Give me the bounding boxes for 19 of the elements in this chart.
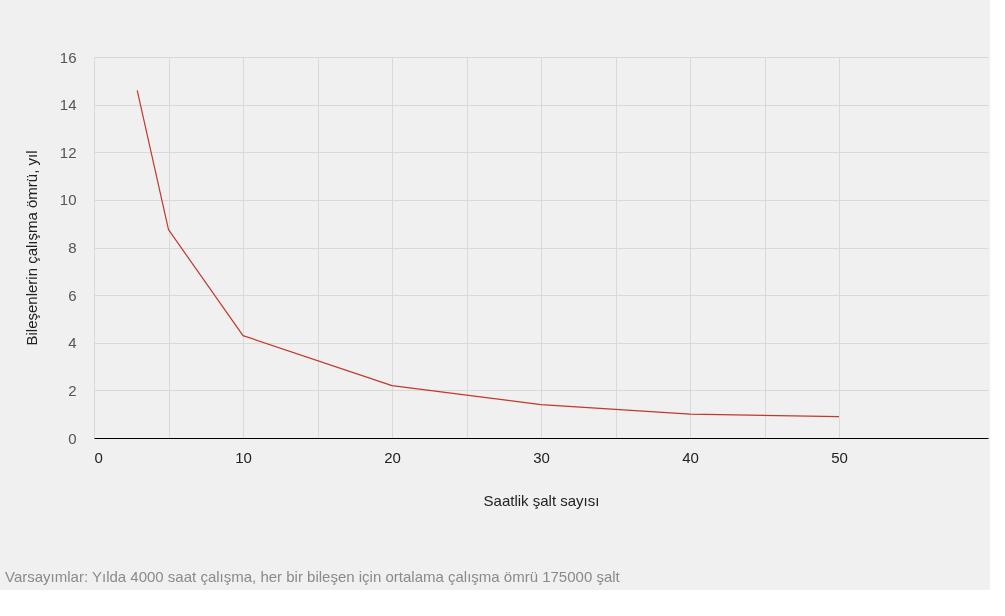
x-axis-title: Saatlik şalt sayısı <box>483 491 600 509</box>
x-tick-label: 50 <box>831 448 848 466</box>
y-tick-label: 16 <box>59 48 77 66</box>
x-tick-label: 10 <box>235 448 252 466</box>
x-tick-label: 30 <box>533 448 550 466</box>
text: Varsayımlar: Yılda 4000 saat çalışma, her bir bileşen için ortalama çalışma ömrü 175000 şalt <box>5 568 621 585</box>
y-tick-label: 2 <box>68 381 77 399</box>
y-tick-label: 0 <box>68 429 77 447</box>
line-series <box>136 89 840 418</box>
y-tick-label: 14 <box>59 96 77 114</box>
y-tick-label: 6 <box>68 286 77 304</box>
y-tick-label: 12 <box>59 143 77 161</box>
x-tick-label: 40 <box>682 448 699 466</box>
x-tick-label: 20 <box>384 448 401 466</box>
y-tick-label: 10 <box>59 191 77 209</box>
y-axis-title: Bileşenlerin çalışma ömrü, yıl <box>22 150 40 346</box>
y-tick-label: 8 <box>68 239 77 256</box>
y-tick-label: 4 <box>68 334 77 352</box>
x-tick-label: 0 <box>94 448 103 466</box>
